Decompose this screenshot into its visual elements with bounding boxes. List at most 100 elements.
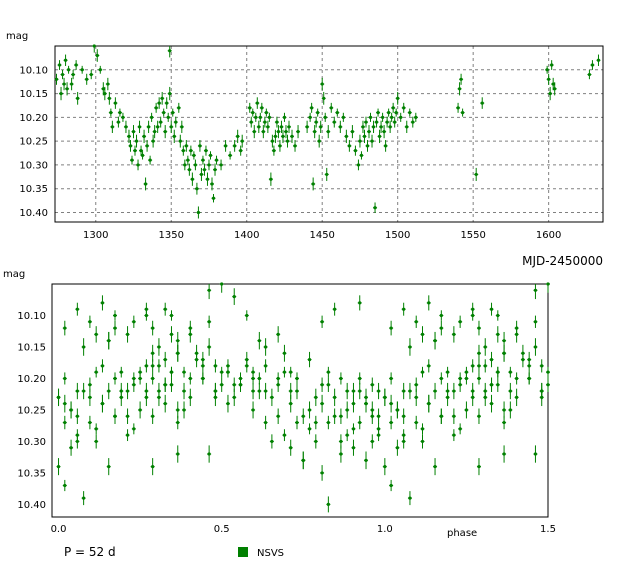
phase-point-marker	[207, 452, 211, 456]
phase-point	[119, 388, 124, 407]
phase-point-marker	[157, 345, 161, 349]
top-panel: 10.10 10.15 10.20 10.25 10.30 10.35 10.40 1300…	[6, 31, 604, 268]
phase-point-marker	[226, 402, 230, 406]
data-point	[312, 125, 317, 139]
phase-point-marker	[232, 383, 236, 387]
phase-point	[389, 372, 394, 385]
data-point-marker	[180, 125, 184, 129]
phase-point-marker	[358, 389, 362, 393]
phase-point	[426, 295, 431, 311]
phase-point	[276, 372, 281, 385]
phase-point	[370, 401, 375, 419]
phase-point-marker	[270, 395, 274, 399]
data-point-marker	[233, 144, 237, 148]
phase-point-marker	[471, 307, 475, 311]
data-point-marker	[110, 125, 114, 129]
phase-point-marker	[69, 446, 73, 450]
phase-point-marker	[402, 389, 406, 393]
phase-point-marker	[483, 395, 487, 399]
data-point	[394, 108, 399, 117]
phase-point-marker	[63, 402, 67, 406]
data-point-marker	[113, 101, 117, 105]
phase-point	[225, 366, 230, 378]
phase-point-marker	[151, 376, 155, 381]
data-point	[155, 120, 160, 134]
phase-point	[207, 284, 212, 300]
bottom-ytick-label: 10.10	[17, 311, 46, 322]
data-point-marker	[71, 72, 75, 77]
data-point-marker	[98, 68, 102, 72]
data-point	[548, 86, 553, 101]
data-point-marker	[308, 115, 312, 119]
data-point-marker	[162, 110, 166, 115]
phase-point	[464, 366, 469, 378]
phase-point	[439, 408, 444, 424]
phase-point-marker	[427, 301, 431, 305]
data-point-marker	[353, 149, 358, 153]
data-point-marker	[199, 172, 204, 177]
phase-point-marker	[452, 433, 456, 437]
data-point-marker	[388, 125, 392, 129]
data-point-marker	[106, 82, 110, 86]
phase-point	[495, 310, 500, 321]
phase-point	[251, 382, 256, 400]
phase-point-marker	[207, 288, 211, 292]
phase-point-marker	[452, 414, 456, 418]
phase-point	[508, 366, 513, 378]
data-point-marker	[359, 153, 364, 158]
phase-point-marker	[383, 465, 387, 469]
period-note: P = 52 d	[64, 545, 116, 559]
data-point-marker	[187, 168, 191, 172]
data-point	[407, 108, 412, 117]
phase-point	[56, 388, 61, 407]
data-point-marker	[174, 120, 178, 124]
data-point-marker	[264, 110, 268, 115]
phase-point-marker	[408, 389, 412, 393]
phase-point	[502, 331, 507, 350]
phase-point-marker	[489, 357, 494, 362]
phase-point	[301, 451, 306, 470]
phase-point-marker	[238, 383, 243, 387]
phase-point	[113, 372, 118, 385]
phase-point	[382, 388, 387, 407]
data-point	[133, 145, 138, 156]
bottom-ytick-label: 10.30	[17, 437, 46, 448]
phase-point-marker	[207, 345, 211, 349]
phase-point-marker	[169, 383, 174, 387]
phase-point	[376, 408, 381, 424]
phase-point	[514, 326, 519, 343]
phase-point-marker	[464, 370, 469, 374]
phase-point	[338, 434, 343, 449]
phase-point	[527, 372, 532, 385]
phase-point	[156, 388, 161, 407]
data-point	[69, 77, 74, 91]
data-point	[374, 116, 379, 128]
phase-point	[451, 408, 456, 424]
phase-point-marker	[333, 395, 337, 399]
phase-point-marker	[502, 408, 506, 412]
data-point-marker	[326, 130, 330, 134]
phase-point-marker	[75, 439, 79, 444]
phase-point-marker	[132, 320, 136, 324]
phase-point	[100, 359, 105, 373]
data-point-marker	[109, 110, 113, 115]
data-point-marker	[370, 139, 374, 143]
phase-point	[533, 338, 538, 356]
phase-point	[476, 359, 481, 373]
top-ytick-label: 10.40	[19, 208, 48, 219]
data-point	[80, 65, 85, 74]
data-point	[185, 155, 190, 165]
phase-point-marker	[496, 332, 500, 336]
data-point	[480, 97, 485, 109]
data-point	[329, 102, 334, 113]
phase-point	[188, 326, 193, 343]
phase-point	[401, 408, 406, 424]
phase-point-marker	[427, 364, 431, 368]
phase-point-marker	[464, 376, 469, 381]
phase-point-marker	[477, 351, 481, 355]
data-point-marker	[196, 210, 201, 215]
phase-point-marker	[439, 313, 443, 318]
top-grid	[55, 46, 603, 222]
top-xtick-label: 1450	[309, 230, 334, 241]
phase-point-marker	[220, 282, 224, 286]
